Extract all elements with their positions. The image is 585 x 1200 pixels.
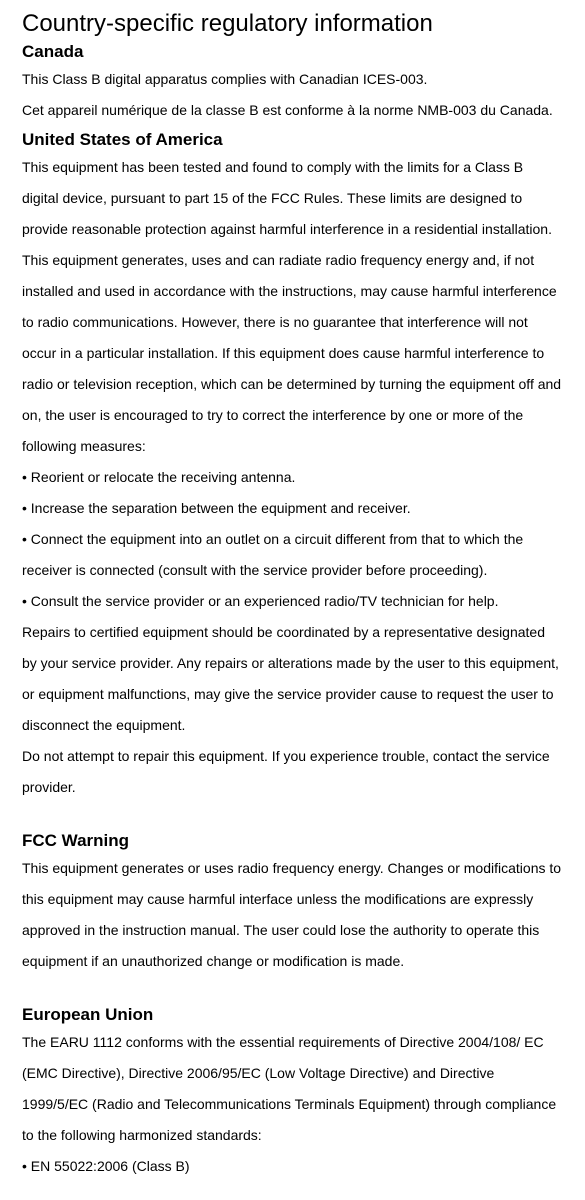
bullet-eu-1: • EN 55022:2006 (Class B) [22,1151,563,1182]
heading-usa: United States of America [22,130,563,150]
para-fcc-1: This equipment generates or uses radio f… [22,853,563,977]
para-canada-2: Cet appareil numérique de la classe B es… [22,95,563,126]
page-title: Country-specific regulatory information [22,10,563,38]
para-usa-2: Repairs to certified equipment should be… [22,617,563,741]
para-usa-1: This equipment has been tested and found… [22,152,563,462]
heading-fcc: FCC Warning [22,831,563,851]
para-usa-3: Do not attempt to repair this equipment.… [22,741,563,803]
heading-eu: European Union [22,1005,563,1025]
bullet-usa-1: • Reorient or relocate the receiving ant… [22,462,563,493]
bullet-usa-4: • Consult the service provider or an exp… [22,586,563,617]
bullet-usa-2: • Increase the separation between the eq… [22,493,563,524]
bullet-usa-3: • Connect the equipment into an outlet o… [22,524,563,586]
heading-canada: Canada [22,42,563,62]
para-eu-1: The EARU 1112 conforms with the essentia… [22,1027,563,1151]
para-canada-1: This Class B digital apparatus complies … [22,64,563,95]
